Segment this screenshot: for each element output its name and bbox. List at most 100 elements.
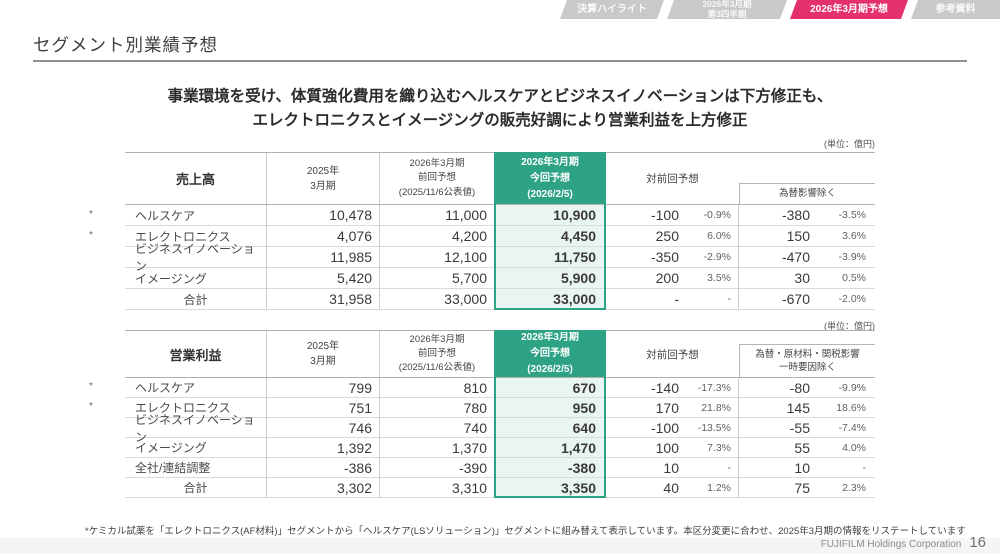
value-current-forecast: 5,900: [494, 268, 606, 289]
value-excl-fx: 30: [739, 268, 815, 289]
value-diff-pct: 1.2%: [684, 478, 739, 498]
table-header-row: 売上高 2025年 3月期 2026年3月期 前回予想 (2025/11/6公表…: [125, 152, 875, 205]
value-prev-forecast: 1,370: [380, 438, 494, 458]
value-current-forecast: 1,470: [494, 438, 606, 458]
value-excl-factors-pct: -7.4%: [815, 418, 875, 438]
value-prev-forecast: 33,000: [380, 289, 494, 310]
value-fy2025: 751: [267, 398, 380, 418]
footnote-asterisk: *: [89, 230, 93, 241]
segment-label: 全社/連結調整: [125, 458, 267, 478]
value-excl-factors-pct: -: [815, 458, 875, 478]
header-fy2025: 2025年 3月期: [267, 331, 380, 377]
value-diff-pct: -17.3%: [684, 378, 739, 398]
page-title: セグメント別業績予想: [33, 35, 218, 55]
value-fy2025: 3,302: [267, 478, 380, 498]
value-current-forecast: 4,450: [494, 226, 606, 247]
segment-label: 合計: [125, 478, 267, 498]
value-excl-fx-pct: -3.9%: [815, 247, 875, 268]
value-diff: 100: [606, 438, 684, 458]
value-current-forecast: 11,750: [494, 247, 606, 268]
value-excl-factors: -80: [739, 378, 815, 398]
header-excl-factors-group: 為替・原材料・関税影響 一時要因除く: [739, 331, 875, 377]
table-row-total: 合計 3,302 3,310 3,350 40 1.2% 75 2.3%: [125, 478, 875, 498]
sales-forecast-table: * * 売上高 2025年 3月期 2026年3月期 前回予想 (2025/11…: [89, 152, 875, 310]
table-title-sales: 売上高: [125, 153, 267, 204]
value-diff-pct: 6.0%: [684, 226, 739, 247]
page-number: 16: [969, 534, 986, 551]
segment-label: イメージング: [125, 438, 267, 458]
value-diff-pct: -2.9%: [684, 247, 739, 268]
tab-results-highlight[interactable]: 決算ハイライト: [560, 0, 664, 19]
value-excl-factors: 55: [739, 438, 815, 458]
value-diff: -140: [606, 378, 684, 398]
table-header-row: 営業利益 2025年 3月期 2026年3月期 前回予想 (2025/11/6公…: [125, 330, 875, 378]
value-excl-fx-pct: -2.0%: [815, 289, 875, 310]
segment-label: イメージング: [125, 268, 267, 289]
value-diff: 250: [606, 226, 684, 247]
value-prev-forecast: 11,000: [380, 205, 494, 226]
header-vs-previous: 対前回予想: [646, 348, 699, 361]
header-previous-forecast: 2026年3月期 前回予想 (2025/11/6公表値): [398, 333, 476, 374]
value-fy2025: 746: [267, 418, 380, 438]
value-prev-forecast: -390: [380, 458, 494, 478]
value-excl-fx-pct: 3.6%: [815, 226, 875, 247]
value-diff: -350: [606, 247, 684, 268]
value-current-forecast: 950: [494, 398, 606, 418]
header-vs-previous: 対前回予想: [646, 173, 699, 185]
segment-label: ビジネスイノベーション: [125, 242, 267, 273]
value-diff-pct: 21.8%: [684, 398, 739, 418]
value-fy2025: 11,985: [267, 247, 380, 268]
table-row: ヘルスケア 799 810 670 -140 -17.3% -80 -9.9%: [125, 378, 875, 398]
value-diff: -100: [606, 418, 684, 438]
value-diff: -100: [606, 205, 684, 226]
value-diff: -: [606, 289, 684, 310]
tab-fy2026-forecast-active[interactable]: 2026年3月期予想: [790, 0, 908, 19]
value-current-forecast: 3,350: [494, 478, 606, 498]
table-row: ヘルスケア 10,478 11,000 10,900 -100 -0.9% -3…: [125, 205, 875, 226]
value-current-forecast: 10,900: [494, 205, 606, 226]
value-excl-factors-pct: 2.3%: [815, 478, 875, 498]
value-current-forecast: -380: [494, 458, 606, 478]
segment-label: ヘルスケア: [125, 205, 267, 226]
value-fy2025: 31,958: [267, 289, 380, 310]
value-excl-fx: -670: [739, 289, 815, 310]
value-excl-factors: 145: [739, 398, 815, 418]
value-excl-fx-pct: 0.5%: [815, 268, 875, 289]
header-excl-fx-group: 為替影響除く: [739, 153, 875, 204]
title-divider: [33, 60, 967, 62]
segment-label: ヘルスケア: [125, 378, 267, 398]
table-row: イメージング 1,392 1,370 1,470 100 7.3% 55 4.0…: [125, 438, 875, 458]
table-row: ビジネスイノベーション 746 740 640 -100 -13.5% -55 …: [125, 413, 875, 444]
table-title-operating-profit: 営業利益: [125, 331, 267, 377]
value-fy2025: 10,478: [267, 205, 380, 226]
value-current-forecast: 640: [494, 418, 606, 438]
value-current-forecast: 670: [494, 378, 606, 398]
value-excl-factors: 10: [739, 458, 815, 478]
value-fy2025: 799: [267, 378, 380, 398]
value-diff: 10: [606, 458, 684, 478]
value-prev-forecast: 780: [380, 398, 494, 418]
segment-label: エレクトロニクス: [125, 398, 267, 418]
value-prev-forecast: 810: [380, 378, 494, 398]
value-excl-fx: -380: [739, 205, 815, 226]
header-excl-factors: 為替・原材料・関税影響 一時要因除く: [739, 344, 875, 377]
value-diff-pct: -0.9%: [684, 205, 739, 226]
value-diff: 170: [606, 398, 684, 418]
value-diff-pct: -13.5%: [684, 418, 739, 438]
segment-label: ビジネスイノベーション: [125, 413, 267, 444]
unit-label-sales: (単位：億円): [824, 139, 875, 149]
footer-company-name: FUJIFILM Holdings Corporation: [820, 539, 962, 550]
tab-fy2026-q3[interactable]: 2026年3月期 第3四半期: [667, 0, 787, 19]
table-row: イメージング 5,420 5,700 5,900 200 3.5% 30 0.5…: [125, 268, 875, 289]
table-row: エレクトロニクス 751 780 950 170 21.8% 145 18.6%: [125, 398, 875, 418]
value-diff-pct: -: [684, 289, 739, 310]
tab-reference-materials[interactable]: 参考資料: [911, 0, 1000, 19]
footer-band: [0, 538, 1000, 554]
segment-label: 合計: [125, 289, 267, 310]
value-prev-forecast: 12,100: [380, 247, 494, 268]
operating-profit-forecast-table: * * 営業利益 2025年 3月期 2026年3月期 前回予想 (2025/1…: [89, 330, 875, 498]
value-excl-factors-pct: -9.9%: [815, 378, 875, 398]
value-excl-fx: 150: [739, 226, 815, 247]
value-excl-fx-pct: -3.5%: [815, 205, 875, 226]
value-diff-pct: 3.5%: [684, 268, 739, 289]
